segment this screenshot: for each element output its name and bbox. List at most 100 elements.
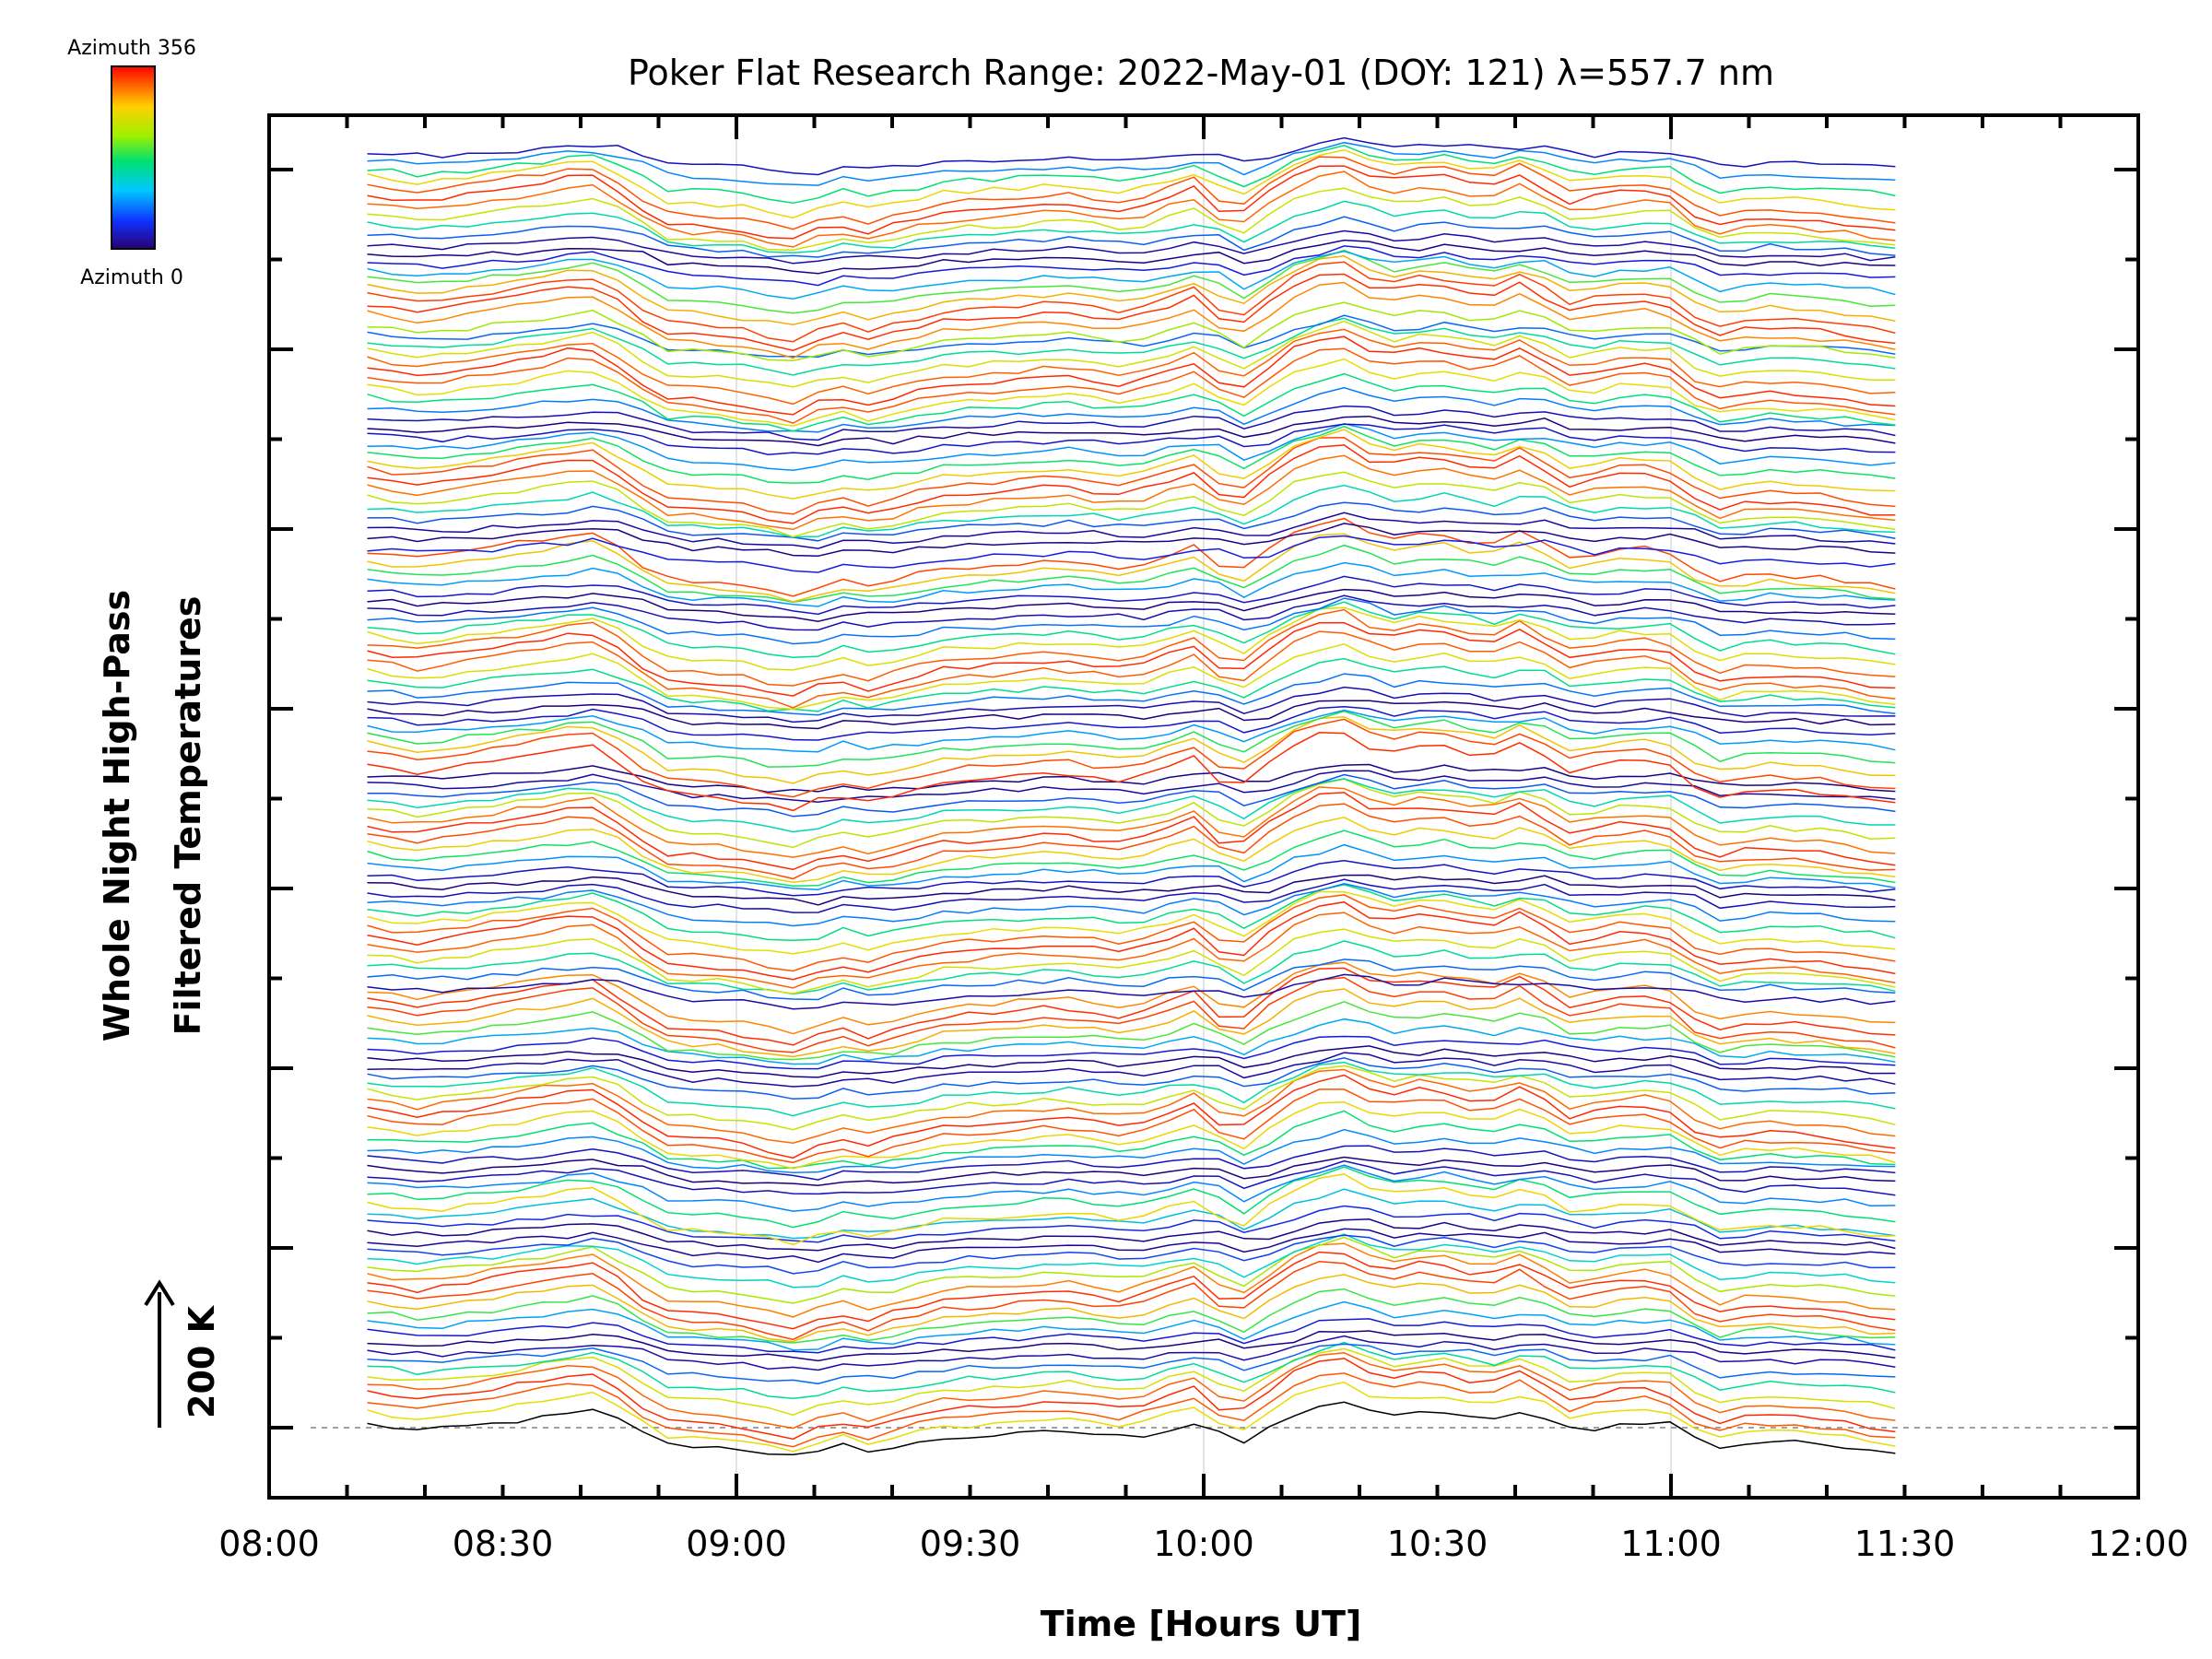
- trace-line: [367, 523, 1896, 558]
- trace-line: [367, 1045, 1896, 1078]
- trace-line: [367, 1000, 1896, 1061]
- trace-line: [367, 673, 1896, 716]
- trace-line: [367, 1018, 1896, 1065]
- trace-line: [367, 883, 1896, 927]
- trace-line: [367, 1358, 1896, 1441]
- trace-line: [367, 1300, 1896, 1351]
- chart-title: Poker Flat Research Range: 2022-May-01 (…: [628, 53, 1774, 93]
- trace-line: [367, 1061, 1896, 1117]
- trace-line: [367, 372, 1896, 432]
- trace-line: [367, 1236, 1896, 1304]
- trace-line: [367, 860, 1896, 897]
- trace-line: [367, 1335, 1896, 1371]
- trace-line: [367, 912, 1896, 989]
- trace-line: [367, 1068, 1896, 1144]
- trace-line: [367, 803, 1896, 880]
- trace-line: [367, 454, 1896, 531]
- trace-line: [367, 621, 1896, 697]
- trace-line: [367, 281, 1896, 359]
- trace-line: [367, 1205, 1896, 1243]
- trace-line: [367, 437, 1896, 515]
- colorbar: Azimuth 356 Azimuth 0: [67, 37, 196, 289]
- trace-line: [367, 1242, 1896, 1318]
- colorbar-top-label: Azimuth 356: [67, 37, 196, 60]
- trace-line: [367, 187, 1896, 251]
- x-tick-label: 10:00: [1153, 1524, 1254, 1564]
- trace-line: [367, 423, 1896, 455]
- trace-line: [367, 976, 1896, 1053]
- trace-line: [367, 1381, 1896, 1453]
- trace-line: [367, 301, 1896, 361]
- trace-line: [367, 575, 1896, 616]
- y-axis-label-line1: Whole Night High-Pass: [97, 590, 137, 1041]
- colorbar-bottom-label: Azimuth 0: [80, 266, 183, 289]
- trace-line: [367, 709, 1896, 753]
- trace-line: [367, 874, 1896, 906]
- trace-line: [367, 1188, 1896, 1240]
- trace-line: [367, 710, 1896, 768]
- trace-line: [367, 1166, 1896, 1229]
- x-tick-label: 12:00: [2088, 1524, 2189, 1564]
- trace-line: [367, 358, 1896, 427]
- trace-line: [367, 1260, 1896, 1341]
- trace-line: [367, 1074, 1896, 1159]
- trace-line: [367, 686, 1896, 724]
- trace-line: [367, 1341, 1896, 1400]
- trace-line: [367, 843, 1896, 890]
- trace-line: [367, 792, 1896, 871]
- trace-line: [367, 148, 1896, 219]
- x-tick-label: 10:30: [1387, 1524, 1488, 1564]
- trace-line: [367, 1347, 1896, 1416]
- x-tick-label: 08:30: [453, 1524, 554, 1564]
- trace-line: [367, 1318, 1896, 1354]
- scale-label: 200 K: [182, 1304, 222, 1418]
- trace-line: [367, 657, 1896, 712]
- trace-line: [367, 165, 1896, 240]
- trace-line: [367, 630, 1896, 709]
- trace-line: [367, 250, 1896, 300]
- trace-line: [367, 1274, 1896, 1343]
- trace-line: [367, 778, 1896, 849]
- vertical-grid: [735, 115, 1672, 1498]
- trace-line: [367, 1234, 1896, 1275]
- trace-line: [367, 544, 1896, 604]
- x-tick-label: 08:00: [218, 1524, 320, 1564]
- trace-line: [367, 423, 1896, 472]
- trace-line: [367, 878, 1896, 913]
- trace-line: [367, 533, 1896, 603]
- trace-line: [367, 335, 1896, 416]
- trace-line: [367, 501, 1896, 542]
- axis-ticks: [267, 115, 2140, 1498]
- trace-line: [367, 1035, 1896, 1070]
- trace-line: [367, 314, 1896, 359]
- trace-line: [367, 347, 1896, 424]
- x-axis-label: Time [Hours UT]: [1041, 1604, 1362, 1644]
- trace-line: [367, 967, 1896, 1046]
- trace-series: [367, 136, 1896, 1456]
- trace-line: [367, 273, 1896, 351]
- trace-line: [367, 597, 1896, 645]
- trace-line: [367, 1228, 1896, 1264]
- trace-line: [367, 1057, 1896, 1100]
- trace-line: [367, 249, 1896, 314]
- trace-line: [367, 1288, 1896, 1344]
- trace-line: [367, 1156, 1896, 1186]
- trace-line: [367, 145, 1896, 205]
- trace-line: [367, 770, 1896, 803]
- trace-line: [367, 884, 1896, 941]
- trace-line: [367, 229, 1896, 265]
- trace-line: [367, 535, 1896, 573]
- colorbar-gradient: [111, 65, 156, 250]
- trace-line: [367, 171, 1896, 248]
- scale-arrow-head: [144, 1279, 175, 1307]
- trace-line: [367, 261, 1896, 343]
- trace-line: [367, 200, 1896, 253]
- trace-line: [367, 718, 1896, 798]
- trace-line: [367, 1173, 1896, 1246]
- trace-line: [367, 890, 1896, 955]
- trace-line: [367, 320, 1896, 388]
- trace-line: [367, 255, 1896, 325]
- x-tick-labels: 08:00 08:30 09:00 09:30 10:00 10:30 11:00 11:30…: [218, 1524, 2189, 1564]
- trace-line: [367, 1101, 1896, 1170]
